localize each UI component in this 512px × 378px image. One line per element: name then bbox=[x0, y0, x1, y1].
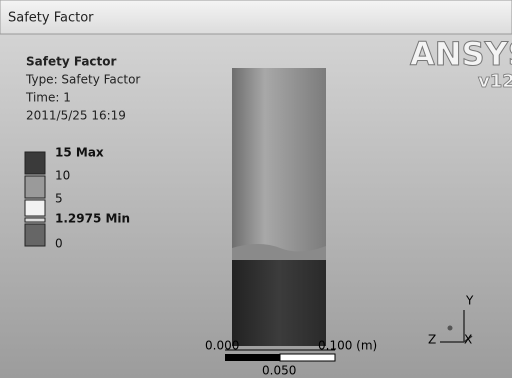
triad-dot bbox=[448, 326, 453, 331]
app-window: Safety Factor Safety Factor Type: Safety… bbox=[0, 0, 512, 378]
legend-swatch bbox=[25, 152, 45, 174]
triad-x-label: X bbox=[464, 333, 472, 347]
triad-z-label: Z bbox=[428, 333, 436, 347]
model-upper bbox=[232, 68, 326, 260]
scale-start: 0.000 bbox=[205, 339, 239, 353]
legend-swatch bbox=[25, 200, 45, 216]
legend-label: 0 bbox=[55, 237, 63, 251]
legend-swatch bbox=[25, 224, 45, 246]
scale-end: 0.100 (m) bbox=[318, 339, 377, 353]
logo-version: v12 bbox=[478, 71, 512, 92]
result-type: Type: Safety Factor bbox=[25, 73, 140, 87]
page: {"window": {"title": "Safety Factor"}, "… bbox=[0, 0, 512, 378]
legend-label: 5 bbox=[55, 192, 63, 206]
legend-swatch bbox=[25, 176, 45, 198]
scale-middle: 0.050 bbox=[262, 364, 296, 378]
legend-label: 10 bbox=[55, 169, 70, 183]
scale-bar-white bbox=[280, 354, 335, 361]
result-time: Time: 1 bbox=[25, 91, 71, 105]
result-date: 2011/5/25 16:19 bbox=[26, 109, 126, 123]
legend-swatch bbox=[25, 218, 45, 222]
model-lower bbox=[232, 260, 326, 346]
scale-bar-black bbox=[225, 354, 280, 361]
triad-y-label: Y bbox=[465, 294, 474, 308]
result-title: Safety Factor bbox=[26, 55, 117, 69]
window-title: Safety Factor bbox=[8, 11, 94, 26]
legend-label: 15 Max bbox=[55, 146, 104, 160]
legend-label: 1.2975 Min bbox=[55, 212, 130, 226]
logo-name: ANSYS bbox=[410, 35, 512, 73]
